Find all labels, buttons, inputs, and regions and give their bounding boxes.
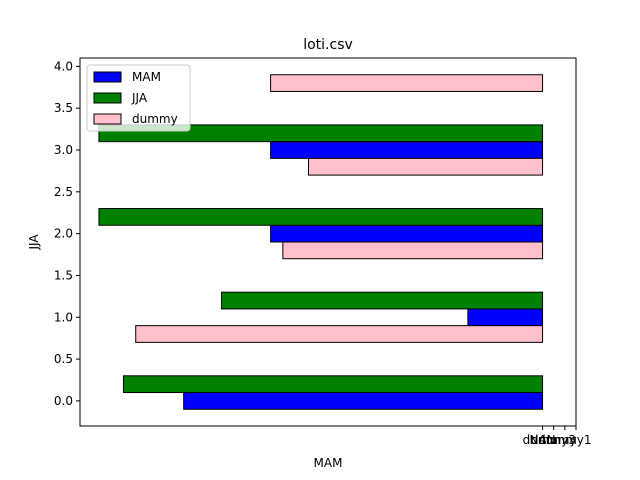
legend-swatch-dummy (93, 113, 122, 125)
bar-mam-0 (183, 392, 544, 410)
y-tick-label-1: 0.5 (54, 352, 73, 366)
bar-jja-0 (122, 375, 544, 394)
y-tick-label-7: 3.5 (54, 101, 73, 115)
bar-mam-2 (270, 224, 544, 243)
y-tick-label-3: 1.5 (54, 268, 73, 282)
bar-mam-1 (467, 308, 544, 327)
y-tick-label-2: 1.0 (54, 310, 73, 324)
y-tick-label-4: 2.0 (54, 227, 73, 241)
y-tick-label-8: 4.0 (54, 59, 73, 73)
x-axis-label: MAM (314, 456, 343, 470)
legend-label-mam: MAM (132, 70, 161, 84)
y-tick-label-5: 2.5 (54, 185, 73, 199)
bar-dummy-2 (307, 157, 544, 176)
x-tick-label-3: dummy3 (523, 433, 576, 447)
plot-frame (79, 57, 577, 427)
bars-layer (98, 74, 544, 410)
legend-label-dummy: dummy (132, 112, 178, 126)
bar-dummy-0 (135, 325, 544, 343)
bar-dummy-3 (270, 74, 544, 92)
bar-jja-2 (98, 208, 544, 226)
chart-title: loti.csv (303, 37, 353, 53)
bar-dummy-1 (282, 241, 544, 260)
bar-jja-1 (221, 291, 544, 310)
legend-swatch-jja (93, 92, 122, 104)
x-tick-label-1: dummy (531, 433, 577, 447)
bar-mam-3 (270, 141, 544, 159)
y-axis: 0.0 0.5 1.0 1.5 2.0 2.5 3.0 3.5 4.0 (54, 59, 80, 408)
y-tick-label-0: 0.0 (54, 394, 73, 408)
x-tick-label-0: NAN (529, 433, 555, 447)
legend: MAM JJA dummy (86, 64, 191, 132)
legend-label-jja: JJA (131, 91, 148, 105)
bar-jja-3 (98, 124, 544, 143)
legend-swatch-mam (93, 71, 122, 83)
y-tick-label-6: 3.0 (54, 143, 73, 157)
x-tick-label-2: dummy1 (538, 433, 591, 447)
y-axis-label: JJA (27, 234, 41, 251)
